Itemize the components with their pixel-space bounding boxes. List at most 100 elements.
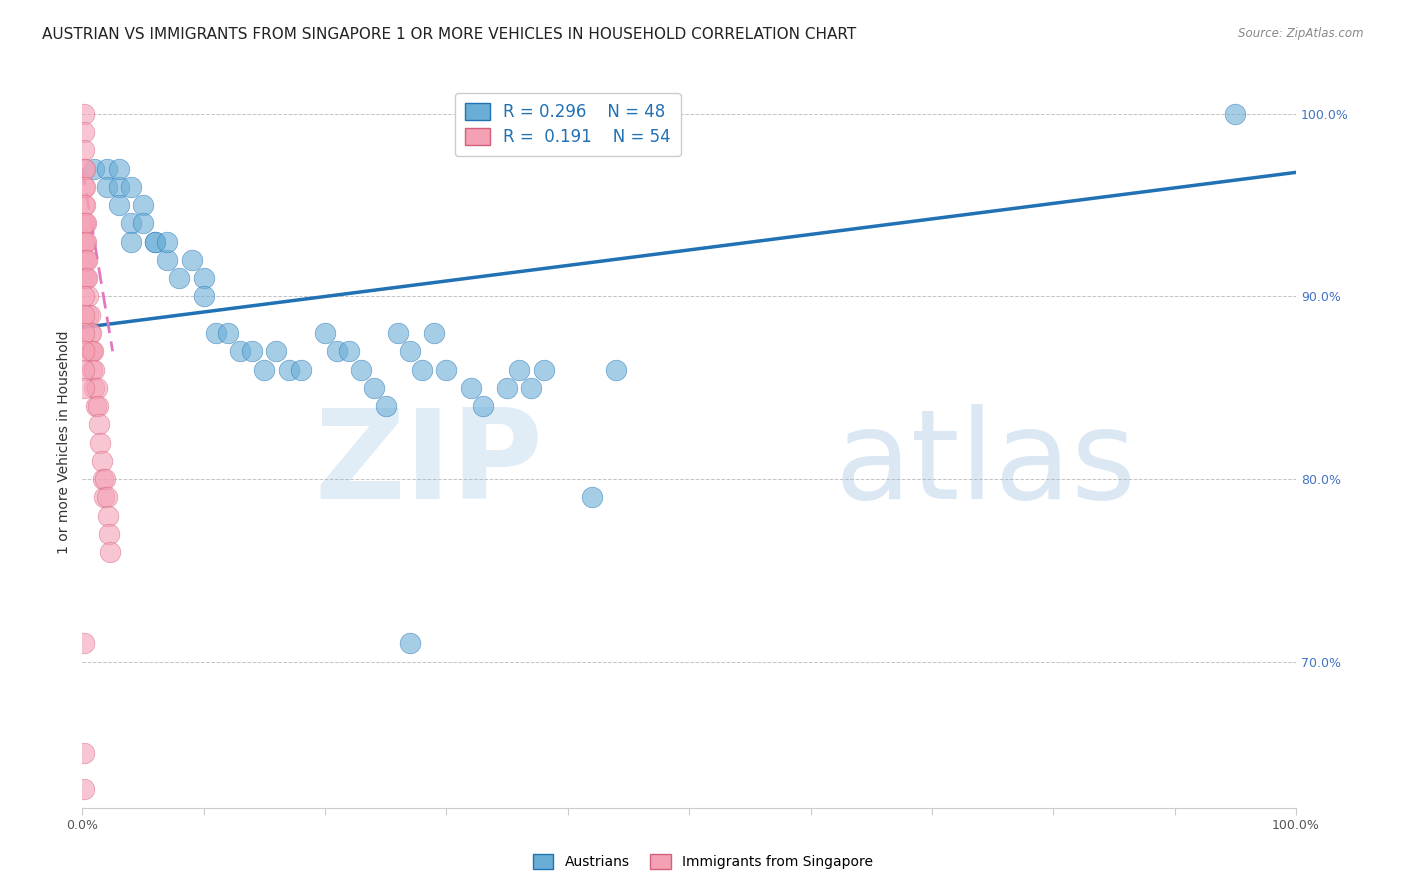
Point [72, 144, 94, 158]
Point [290, 362, 312, 376]
Point [72, 271, 94, 285]
Point [80, 326, 103, 340]
Point [86, 381, 108, 395]
Point [143, 235, 166, 249]
Point [72, 746, 94, 760]
Point [471, 399, 494, 413]
Point [94, 472, 117, 486]
Point [72, 161, 94, 176]
Text: ZIP: ZIP [315, 404, 544, 524]
Point [460, 381, 482, 395]
Legend: R = 0.296    N = 48, R =  0.191    N = 54: R = 0.296 N = 48, R = 0.191 N = 54 [454, 93, 681, 156]
Point [98, 526, 121, 541]
Legend: Austrians, Immigrants from Singapore: Austrians, Immigrants from Singapore [526, 847, 880, 876]
Point [120, 217, 142, 231]
Text: Source: ZipAtlas.com: Source: ZipAtlas.com [1239, 27, 1364, 40]
Point [76, 252, 98, 267]
Point [605, 362, 627, 376]
Point [107, 198, 129, 212]
Point [96, 490, 118, 504]
Point [72, 180, 94, 194]
Point [84, 399, 107, 413]
Point [533, 362, 555, 376]
Text: atlas: atlas [835, 404, 1137, 524]
Point [91, 472, 114, 486]
Point [374, 399, 396, 413]
Point [72, 362, 94, 376]
Point [72, 326, 94, 340]
Point [79, 326, 101, 340]
Point [581, 490, 603, 504]
Point [72, 344, 94, 359]
Point [337, 344, 360, 359]
Point [143, 235, 166, 249]
Point [83, 362, 105, 376]
Point [79, 308, 101, 322]
Point [326, 344, 349, 359]
Point [520, 381, 543, 395]
Text: AUSTRIAN VS IMMIGRANTS FROM SINGAPORE 1 OR MORE VEHICLES IN HOUSEHOLD CORRELATIO: AUSTRIAN VS IMMIGRANTS FROM SINGAPORE 1 … [42, 27, 856, 42]
Point [204, 326, 226, 340]
Point [76, 271, 98, 285]
Point [72, 107, 94, 121]
Point [72, 252, 94, 267]
Point [193, 271, 215, 285]
Point [411, 362, 433, 376]
Point [82, 344, 104, 359]
Point [83, 161, 105, 176]
Point [77, 289, 100, 303]
Point [156, 252, 179, 267]
Point [93, 490, 115, 504]
Point [72, 198, 94, 212]
Point [277, 362, 299, 376]
Point [496, 381, 519, 395]
Point [77, 308, 100, 322]
Point [240, 344, 263, 359]
Point [96, 161, 118, 176]
Point [75, 217, 97, 231]
Point [253, 362, 276, 376]
Point [266, 344, 288, 359]
Point [350, 362, 373, 376]
Point [508, 362, 530, 376]
Y-axis label: 1 or more Vehicles in Household: 1 or more Vehicles in Household [58, 331, 72, 554]
Point [97, 508, 120, 523]
Point [80, 344, 103, 359]
Point [72, 308, 94, 322]
Point [229, 344, 252, 359]
Point [72, 217, 94, 231]
Point [399, 636, 422, 650]
Point [73, 217, 96, 231]
Point [217, 326, 239, 340]
Point [90, 454, 112, 468]
Point [73, 235, 96, 249]
Point [399, 344, 422, 359]
Point [120, 180, 142, 194]
Point [80, 344, 103, 359]
Point [169, 271, 191, 285]
Point [96, 180, 118, 194]
Point [75, 252, 97, 267]
Point [80, 362, 103, 376]
Point [75, 235, 97, 249]
Point [75, 271, 97, 285]
Point [120, 235, 142, 249]
Point [107, 180, 129, 194]
Point [89, 435, 111, 450]
Point [107, 161, 129, 176]
Point [72, 125, 94, 139]
Point [73, 180, 96, 194]
Point [98, 545, 121, 559]
Point [89, 417, 111, 432]
Point [73, 198, 96, 212]
Point [73, 161, 96, 176]
Point [72, 289, 94, 303]
Point [83, 381, 105, 395]
Point [423, 326, 446, 340]
Point [87, 399, 110, 413]
Point [72, 782, 94, 797]
Point [193, 289, 215, 303]
Point [1225, 107, 1247, 121]
Point [387, 326, 409, 340]
Point [180, 252, 202, 267]
